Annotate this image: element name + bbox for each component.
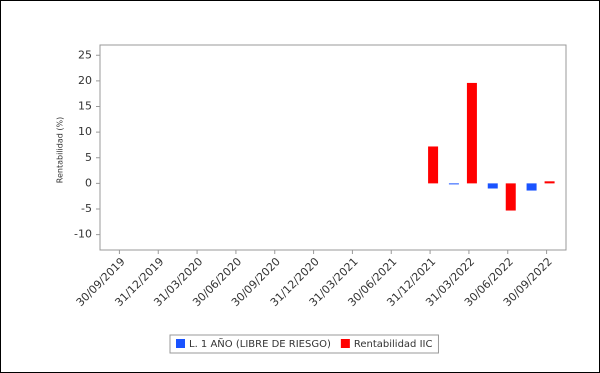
bar bbox=[448, 183, 459, 185]
legend-label: L. 1 AÑO (LIBRE DE RIESGO) bbox=[189, 337, 331, 350]
bar bbox=[505, 183, 516, 211]
y-tick-label: -10 bbox=[74, 228, 92, 241]
plot-area bbox=[99, 44, 567, 251]
bar bbox=[487, 183, 498, 189]
bar bbox=[466, 82, 477, 184]
bar bbox=[428, 146, 439, 184]
legend-swatch bbox=[176, 339, 185, 348]
y-tick-label: 0 bbox=[85, 176, 92, 189]
y-tick-label: 5 bbox=[85, 151, 92, 164]
y-tick-label: 20 bbox=[78, 74, 92, 87]
legend-swatch bbox=[340, 339, 350, 348]
y-tick-label: -5 bbox=[81, 202, 92, 215]
legend-box bbox=[169, 334, 439, 354]
y-axis-label: Rentabilidad (%) bbox=[56, 117, 65, 183]
y-tick-label: 25 bbox=[78, 48, 92, 61]
bar bbox=[544, 181, 555, 184]
y-tick-label: 10 bbox=[78, 125, 92, 138]
legend-label: Rentabilidad IIC bbox=[354, 339, 433, 350]
bar bbox=[526, 183, 537, 191]
y-tick-label: 15 bbox=[78, 100, 92, 113]
